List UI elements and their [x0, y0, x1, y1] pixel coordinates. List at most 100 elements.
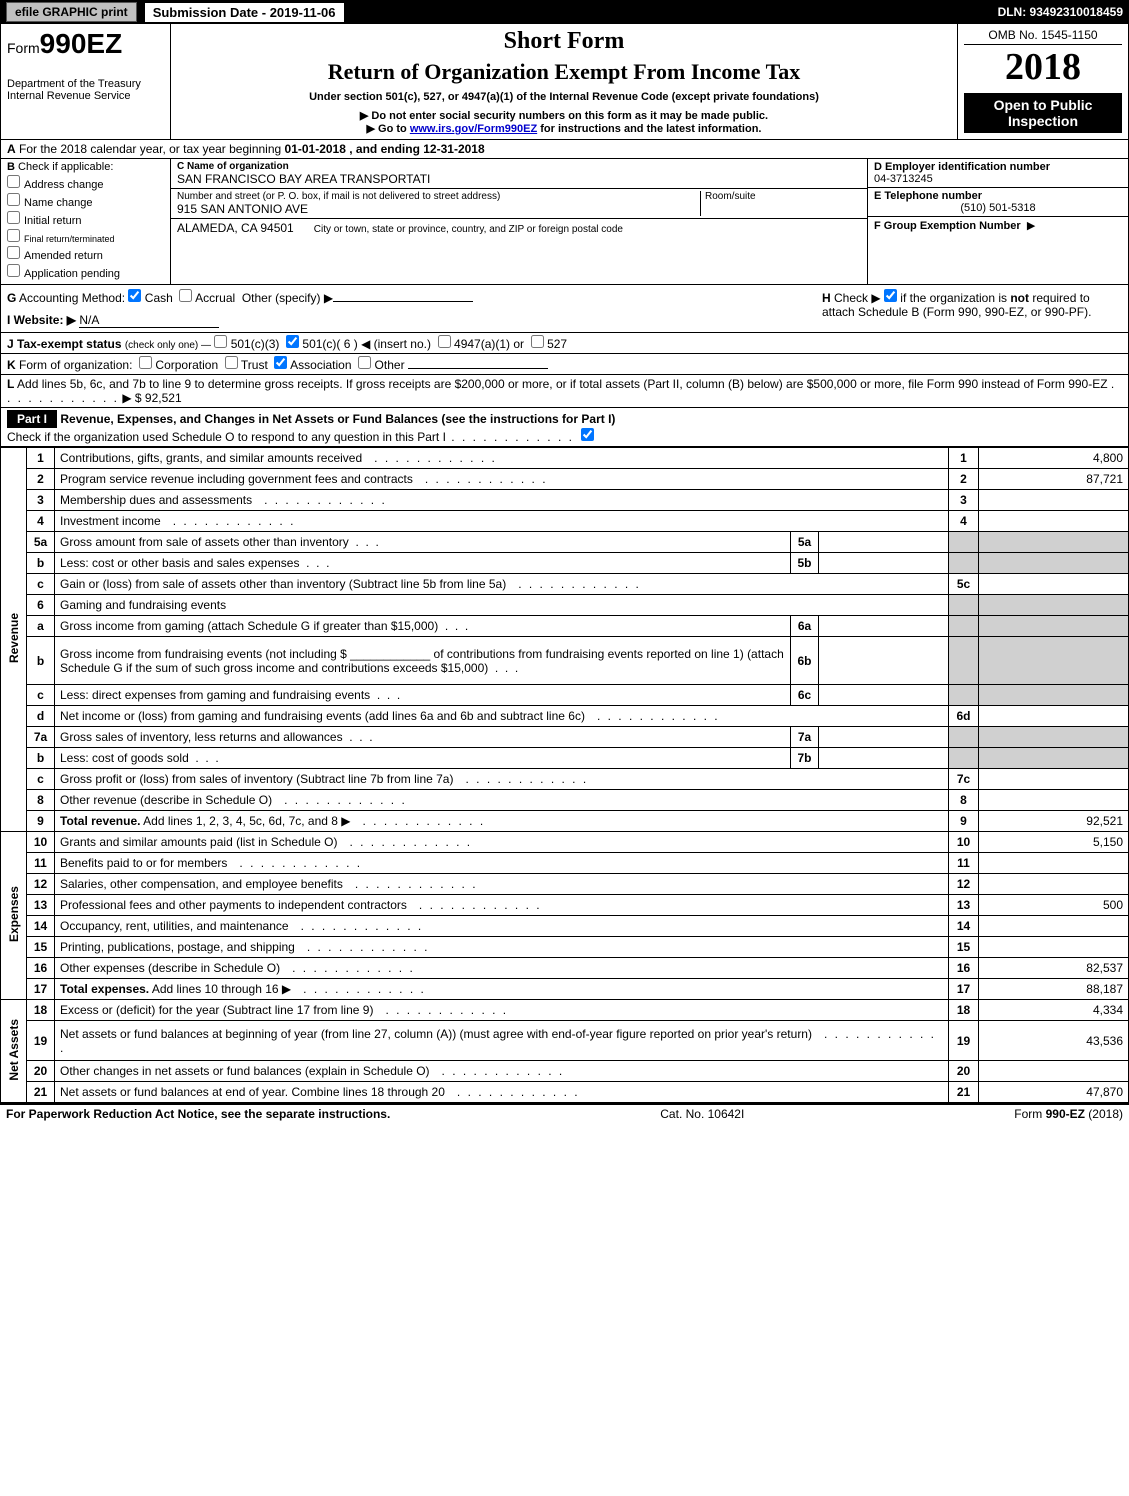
under-section-text: Under section 501(c), 527, or 4947(a)(1)…	[177, 91, 951, 103]
line-desc: Gain or (loss) from sale of assets other…	[55, 574, 949, 595]
irs-gov-link[interactable]: www.irs.gov/Form990EZ	[410, 123, 537, 135]
h-text2: if the organization is	[900, 291, 1010, 305]
line-right-val	[979, 727, 1129, 748]
chk-other-org[interactable]	[358, 356, 371, 369]
chk-final-return[interactable]: Final return/terminated	[7, 229, 164, 244]
line-number: 20	[27, 1061, 55, 1082]
header-row: Form990EZ Department of the Treasury Int…	[0, 24, 1129, 140]
cash-label: Cash	[145, 291, 173, 305]
table-row: 13Professional fees and other payments t…	[1, 895, 1129, 916]
chk-501c3[interactable]	[214, 335, 227, 348]
line-right-val: 92,521	[979, 811, 1129, 832]
line-number: c	[27, 769, 55, 790]
line-desc: Contributions, gifts, grants, and simila…	[55, 448, 949, 469]
chk-527[interactable]	[531, 335, 544, 348]
accrual-label: Accrual	[195, 291, 235, 305]
table-row: cGain or (loss) from sale of assets othe…	[1, 574, 1129, 595]
top-bar: efile GRAPHIC print Submission Date - 20…	[0, 0, 1129, 24]
chk-association[interactable]	[274, 356, 287, 369]
k-other: Other	[375, 358, 405, 372]
chk-amended-return[interactable]: Amended return	[7, 246, 164, 262]
table-row: 12Salaries, other compensation, and empl…	[1, 874, 1129, 895]
line-right-val	[979, 790, 1129, 811]
sub-line-value	[819, 727, 949, 748]
section-label-expenses: Expenses	[1, 832, 27, 1000]
label-a: A	[7, 142, 16, 156]
line-number: b	[27, 553, 55, 574]
label-j: J Tax-exempt status	[7, 337, 122, 351]
chk-schedule-b[interactable]	[884, 289, 897, 302]
line-desc: Grants and similar amounts paid (list in…	[55, 832, 949, 853]
table-row: bLess: cost of goods sold . . .7b	[1, 748, 1129, 769]
row-a: A For the 2018 calendar year, or tax yea…	[0, 140, 1129, 159]
line-right-num: 1	[949, 448, 979, 469]
chk-trust[interactable]	[225, 356, 238, 369]
section-bcd: B Check if applicable: Address change Na…	[0, 159, 1129, 285]
label-k: K	[7, 358, 16, 372]
k-corp: Corporation	[155, 358, 218, 372]
chk-label: Name change	[24, 197, 93, 209]
label-l: L	[7, 377, 14, 391]
goto-pre: Go to	[378, 123, 410, 135]
label-b: B	[7, 161, 15, 173]
line-right-num: 16	[949, 958, 979, 979]
footer-right: Form 990-EZ (2018)	[1014, 1107, 1123, 1121]
do-not-enter-text: Do not enter social security numbers on …	[177, 109, 951, 122]
line-right-num: 12	[949, 874, 979, 895]
line-right-val	[979, 1061, 1129, 1082]
chk-4947[interactable]	[438, 335, 451, 348]
row-l: L Add lines 5b, 6c, and 7b to line 9 to …	[0, 375, 1129, 408]
ein-label: D Employer identification number	[874, 161, 1050, 173]
row-k: K Form of organization: Corporation Trus…	[0, 354, 1129, 375]
line-right-num: 3	[949, 490, 979, 511]
table-row: 15Printing, publications, postage, and s…	[1, 937, 1129, 958]
chk-501c[interactable]	[286, 335, 299, 348]
chk-label: Final return/terminated	[24, 234, 115, 244]
sub-line-value	[819, 553, 949, 574]
open-public-line1: Open to Public	[968, 97, 1118, 113]
form-prefix: Form	[7, 40, 40, 56]
line-desc: Gross amount from sale of assets other t…	[55, 532, 791, 553]
goto-post: for instructions and the latest informat…	[537, 123, 761, 135]
sub-line-value	[819, 616, 949, 637]
j-527: 527	[547, 337, 567, 351]
line-right-num: 4	[949, 511, 979, 532]
chk-schedule-o[interactable]	[581, 428, 594, 441]
line-number: 1	[27, 448, 55, 469]
table-row: 3Membership dues and assessments 3	[1, 490, 1129, 511]
table-row: Net Assets18Excess or (deficit) for the …	[1, 1000, 1129, 1021]
chk-name-change[interactable]: Name change	[7, 193, 164, 209]
line-number: b	[27, 748, 55, 769]
line-number: 11	[27, 853, 55, 874]
label-g: G	[7, 291, 16, 305]
goto-instructions: ▶ Go to www.irs.gov/Form990EZ for instru…	[177, 122, 951, 135]
line-desc: Excess or (deficit) for the year (Subtra…	[55, 1000, 949, 1021]
line-right-num: 8	[949, 790, 979, 811]
chk-initial-return[interactable]: Initial return	[7, 211, 164, 227]
line-right-val: 4,800	[979, 448, 1129, 469]
chk-accrual[interactable]	[179, 289, 192, 302]
line-right-num	[949, 553, 979, 574]
line-right-val	[979, 706, 1129, 727]
efile-print-button[interactable]: efile GRAPHIC print	[6, 2, 137, 22]
accounting-method-text: Accounting Method:	[19, 291, 125, 305]
table-row: 6Gaming and fundraising events	[1, 595, 1129, 616]
line-right-num: 14	[949, 916, 979, 937]
room-label: Room/suite	[705, 191, 861, 202]
sub-line-number: 6b	[791, 637, 819, 685]
table-row: bGross income from fundraising events (n…	[1, 637, 1129, 685]
chk-address-change[interactable]: Address change	[7, 175, 164, 191]
chk-corporation[interactable]	[139, 356, 152, 369]
line-desc: Less: cost or other basis and sales expe…	[55, 553, 791, 574]
chk-application-pending[interactable]: Application pending	[7, 264, 164, 280]
open-public-line2: Inspection	[968, 113, 1118, 129]
chk-cash[interactable]	[128, 289, 141, 302]
line-number: b	[27, 637, 55, 685]
line-right-val	[979, 532, 1129, 553]
table-row: 9Total revenue. Add lines 1, 2, 3, 4, 5c…	[1, 811, 1129, 832]
line-right-val	[979, 511, 1129, 532]
k-trust: Trust	[241, 358, 268, 372]
form-number: Form990EZ	[7, 28, 164, 60]
h-check: Check ▶	[834, 291, 881, 305]
table-row: 16Other expenses (describe in Schedule O…	[1, 958, 1129, 979]
